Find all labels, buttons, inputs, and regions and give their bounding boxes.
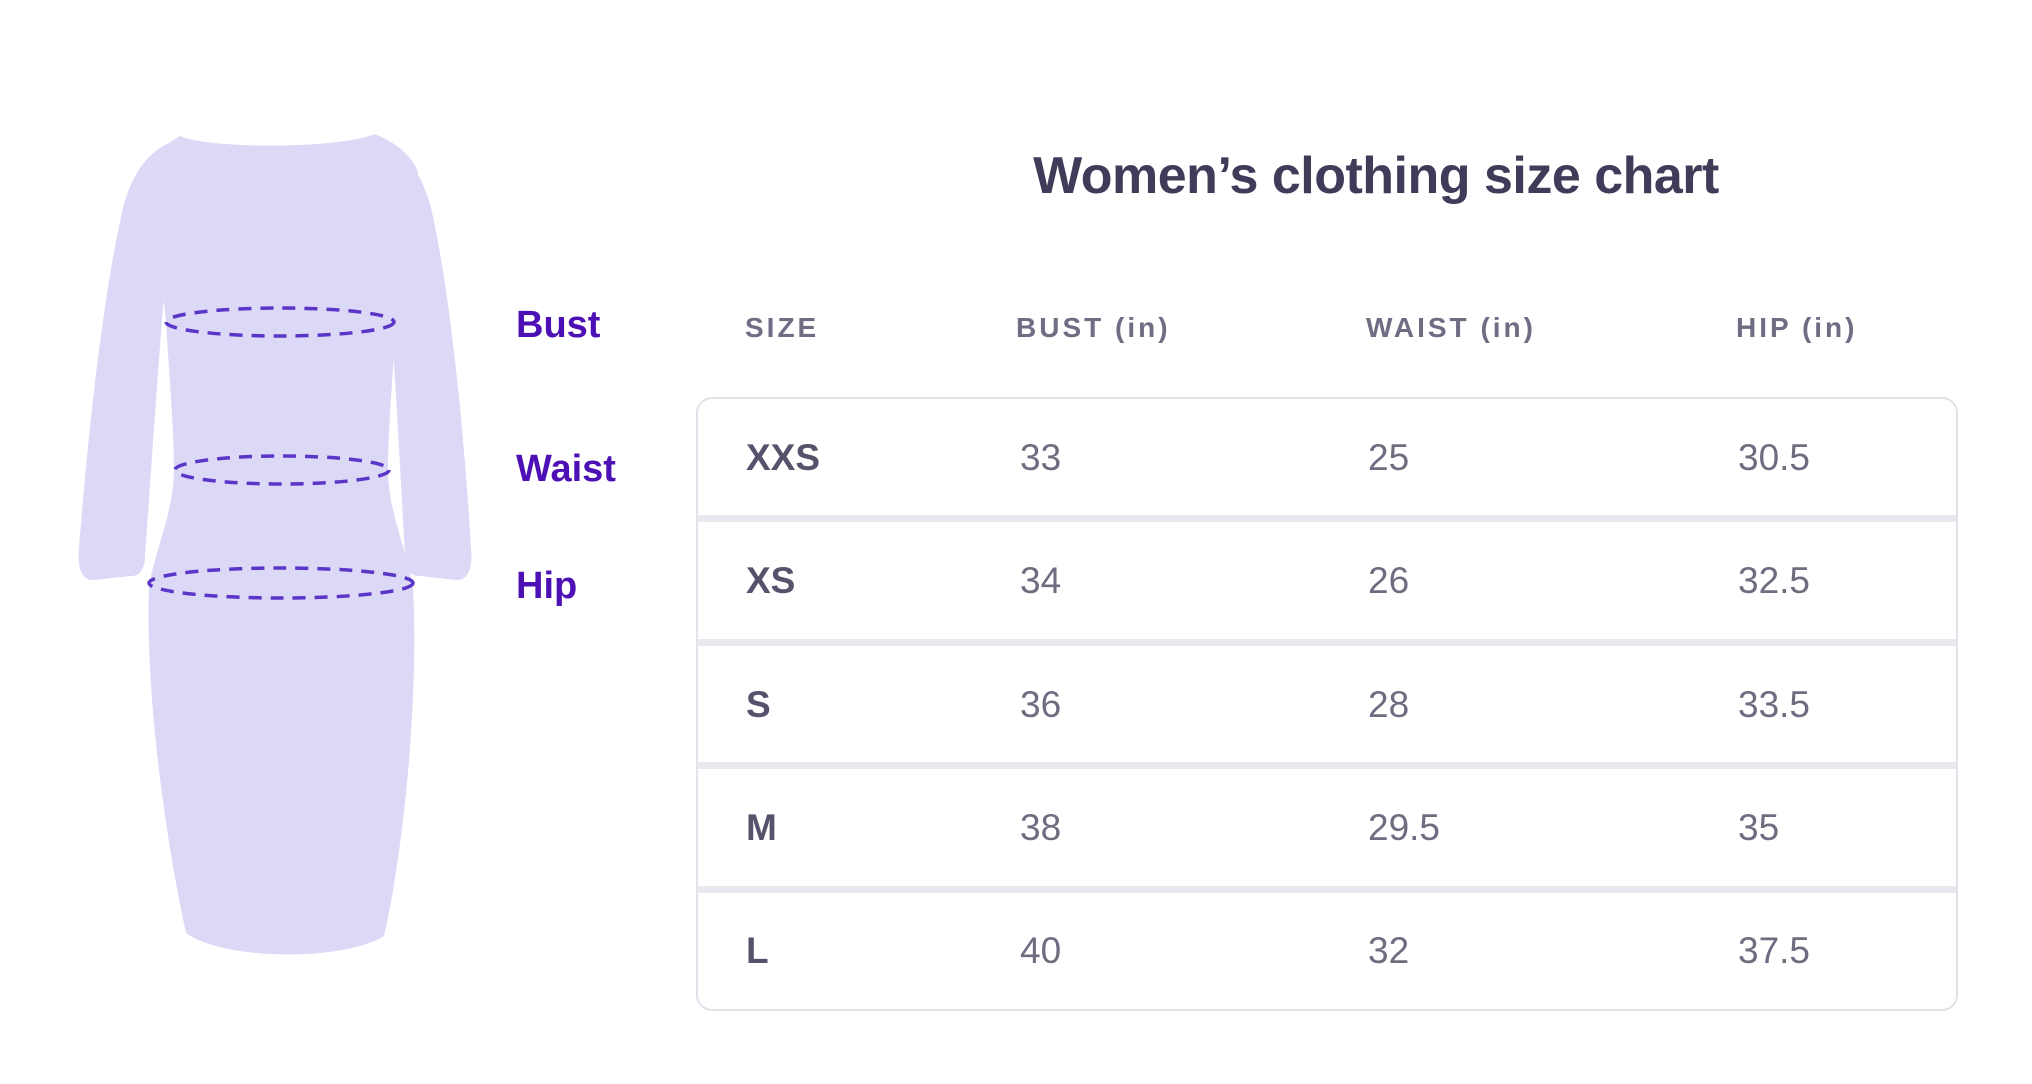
waist-cell: 29.5	[1368, 806, 1441, 848]
column-header-size: SIZE	[745, 312, 820, 343]
hip-cell: 33.5	[1738, 683, 1811, 725]
bust-cell: 33	[1020, 436, 1062, 478]
table-row-l: L 40 32 37.5	[698, 892, 1956, 1009]
bust-label: Bust	[516, 304, 601, 346]
bust-cell: 36	[1020, 683, 1062, 725]
table-row-s: S 36 28 33.5	[698, 645, 1956, 763]
size-cell: XXS	[746, 436, 821, 478]
size-cell: M	[746, 806, 777, 848]
bust-measure-ellipse	[164, 306, 396, 338]
hip-cell: 32.5	[1738, 560, 1811, 602]
waist-cell: 25	[1368, 436, 1410, 478]
page-title: Women’s clothing size chart	[1033, 147, 1719, 205]
column-header-waist: WAIST (in)	[1366, 312, 1536, 343]
size-cell: L	[746, 930, 769, 972]
waist-cell: 32	[1368, 930, 1410, 972]
hip-measure-ellipse	[147, 566, 415, 600]
column-header-hip: HIP (in)	[1736, 312, 1858, 343]
waist-cell: 28	[1368, 683, 1410, 725]
hip-cell: 30.5	[1738, 436, 1811, 478]
size-cell: XS	[746, 560, 796, 602]
size-table: XXS 33 25 30.5 XS 34 26 32.5 S 36 28 33.…	[696, 397, 1958, 1011]
waist-label: Waist	[516, 448, 616, 490]
waist-measure-ellipse	[173, 454, 391, 486]
hip-label: Hip	[516, 565, 578, 607]
waist-cell: 26	[1368, 560, 1410, 602]
bust-cell: 34	[1020, 560, 1062, 602]
hip-cell: 35	[1738, 806, 1780, 848]
hip-cell: 37.5	[1738, 930, 1811, 972]
bust-cell: 38	[1020, 806, 1062, 848]
column-header-bust: BUST (in)	[1016, 312, 1171, 343]
table-row-xxs: XXS 33 25 30.5	[698, 399, 1956, 516]
table-row-xs: XS 34 26 32.5	[698, 522, 1956, 639]
table-row-m: M 38 29.5 35	[698, 769, 1956, 886]
bust-cell: 40	[1020, 930, 1062, 972]
dress-body	[144, 134, 418, 955]
dress-illustration	[78, 134, 472, 955]
size-cell: S	[746, 683, 771, 725]
